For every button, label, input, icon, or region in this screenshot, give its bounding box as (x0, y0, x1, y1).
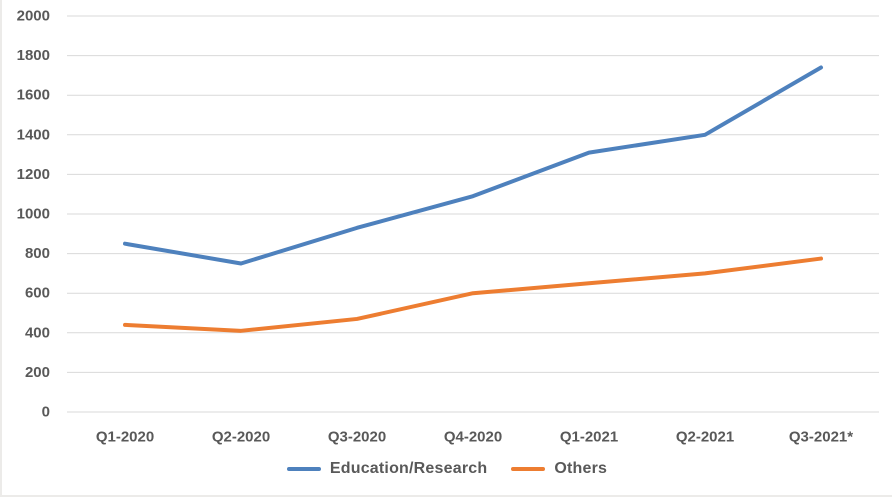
legend-label-others: Others (554, 460, 608, 477)
y-axis-label: 400 (25, 324, 50, 341)
series-line-others (123, 256, 823, 333)
series-line-education-research (123, 65, 823, 266)
y-axis-label: 800 (25, 245, 50, 262)
legend-label-education-research: Education/Research (329, 460, 488, 477)
y-axis-label: 2000 (17, 8, 50, 25)
legend-item-others: Others (511, 460, 607, 478)
x-axis-label: Q2-2020 (212, 429, 270, 446)
y-axis-label: 0 (42, 404, 50, 421)
y-axis-label: 1000 (17, 206, 50, 223)
x-axis-label: Q1-2020 (96, 429, 154, 446)
plot-svg: 0 200 400 600 800 1000 1200 1400 1600 1800 2000 Q1-… (17, 8, 879, 446)
y-axis-label: 1800 (17, 47, 50, 64)
y-axis-label: 200 (25, 364, 50, 381)
x-axis-label: Q4-2020 (444, 429, 502, 446)
legend-line-swatch-education-research (286, 467, 321, 471)
x-axis-label: Q2-2021 (676, 429, 734, 446)
y-axis-label: 1600 (17, 87, 50, 104)
legend-line-swatch-others (511, 467, 546, 471)
x-axis-label: Q3-2021* (789, 429, 853, 446)
y-axis-label: 1400 (17, 126, 50, 143)
chart-legend: Education/Research Others (2, 460, 892, 478)
x-axis-label: Q3-2020 (328, 429, 386, 446)
x-axis-label: Q1-2021 (560, 429, 618, 446)
y-axis-label: 1200 (17, 166, 50, 183)
legend-item-education-research: Education/Research (286, 460, 488, 478)
y-axis-label: 600 (25, 285, 50, 302)
